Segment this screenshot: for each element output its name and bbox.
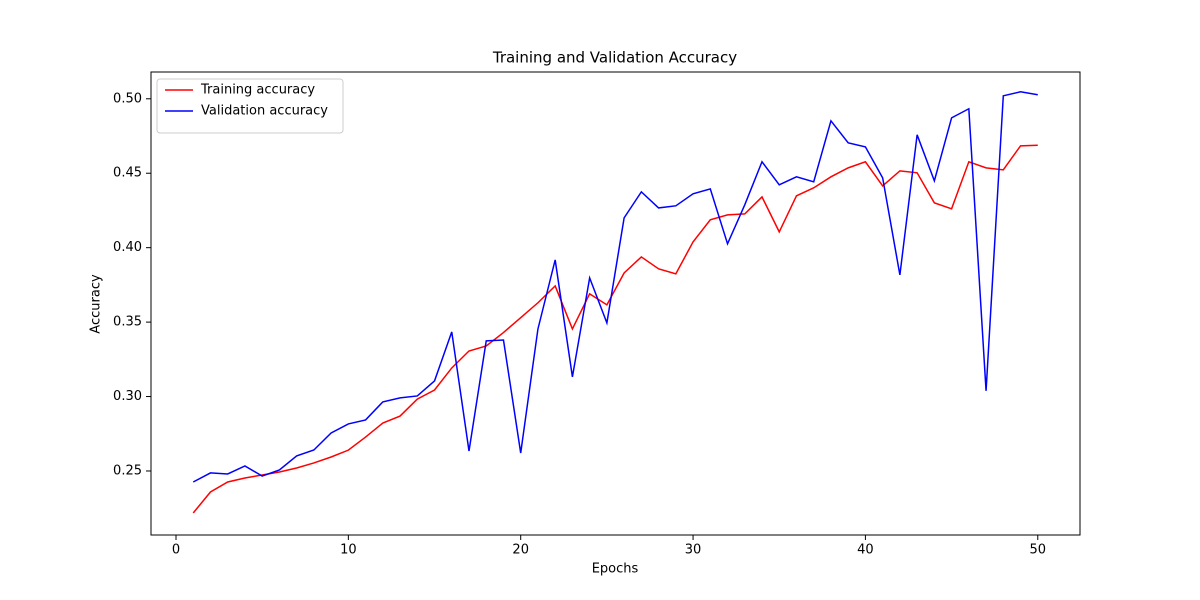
x-tick-label: 30 <box>685 543 702 558</box>
y-tick-label: 0.30 <box>113 389 142 404</box>
y-tick-label: 0.45 <box>113 166 142 181</box>
x-tick-label: 10 <box>340 543 357 558</box>
legend-box <box>156 78 344 134</box>
data-line <box>192 91 1038 483</box>
x-tick-label: 0 <box>172 543 180 558</box>
plot-frame <box>150 71 1081 536</box>
y-tick-label: 0.25 <box>113 463 142 478</box>
x-axis-label: Epochs <box>592 562 639 577</box>
y-tick-label: 0.40 <box>113 240 142 255</box>
y-tick-label: 0.35 <box>113 315 142 330</box>
x-tick-label: 20 <box>512 543 529 558</box>
x-tick-label: 40 <box>857 543 874 558</box>
legend-label: Validation accuracy <box>201 104 328 119</box>
chart-title: Training and Validation Accuracy <box>492 49 737 67</box>
y-tick-label: 0.50 <box>113 91 142 106</box>
y-axis-label: Accuracy <box>89 274 104 334</box>
data-line <box>192 144 1038 514</box>
legend-label: Training accuracy <box>200 83 315 98</box>
x-tick-label: 50 <box>1029 543 1046 558</box>
